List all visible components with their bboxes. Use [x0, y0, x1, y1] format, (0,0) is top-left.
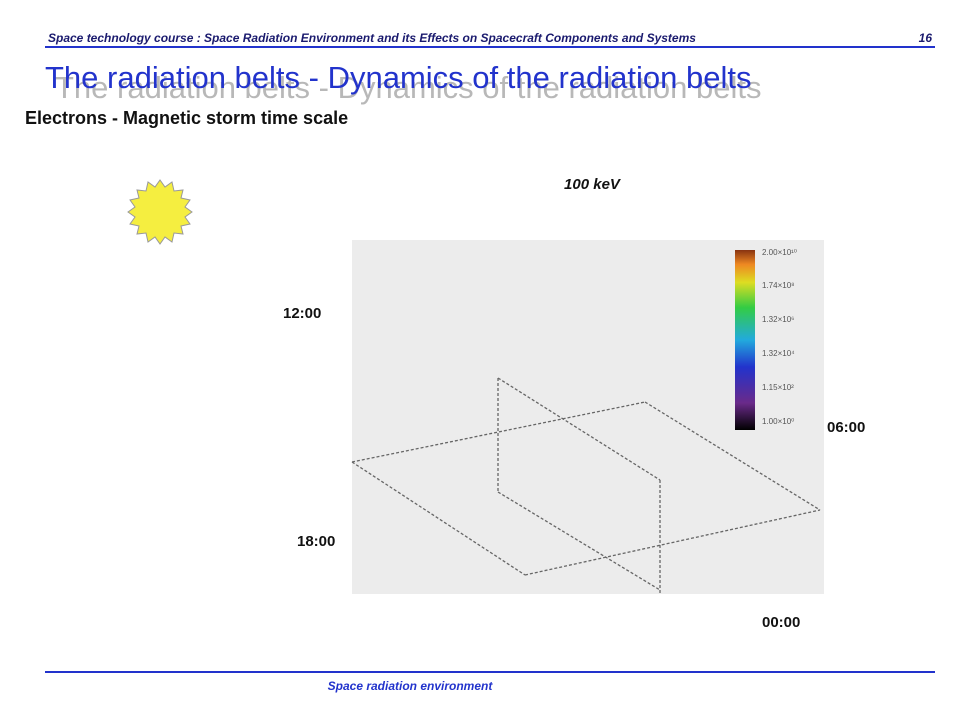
- page-number: 16: [919, 31, 933, 45]
- colorbar-label: 1.00×10⁰: [762, 417, 794, 426]
- colorbar-label: 1.32×10⁴: [762, 349, 795, 358]
- time-label: 18:00: [297, 533, 335, 550]
- subtitle: Electrons - Magnetic storm time scale: [25, 108, 348, 128]
- colorbar-label: 1.74×10⁸: [762, 281, 795, 290]
- colorbar-label: 1.15×10²: [762, 383, 794, 392]
- header-course: Space technology course : Space Radiatio…: [48, 31, 696, 45]
- title: The radiation belts - Dynamics of the ra…: [45, 60, 751, 95]
- plot-frame: [351, 377, 821, 594]
- time-label: 00:00: [762, 614, 800, 631]
- colorbar: [735, 250, 755, 430]
- time-label: 06:00: [827, 419, 865, 436]
- energy-label: 100 keV: [564, 176, 622, 193]
- colorbar-label: 1.32×10⁶: [762, 315, 794, 324]
- title-shadow: The radiation belts - Dynamics of the ra…: [55, 70, 761, 105]
- colorbar-label: 2.00×10¹⁰: [762, 248, 797, 257]
- time-label: 12:00: [283, 305, 321, 322]
- sun-icon: [127, 179, 193, 245]
- footer: Space radiation environment: [328, 679, 494, 693]
